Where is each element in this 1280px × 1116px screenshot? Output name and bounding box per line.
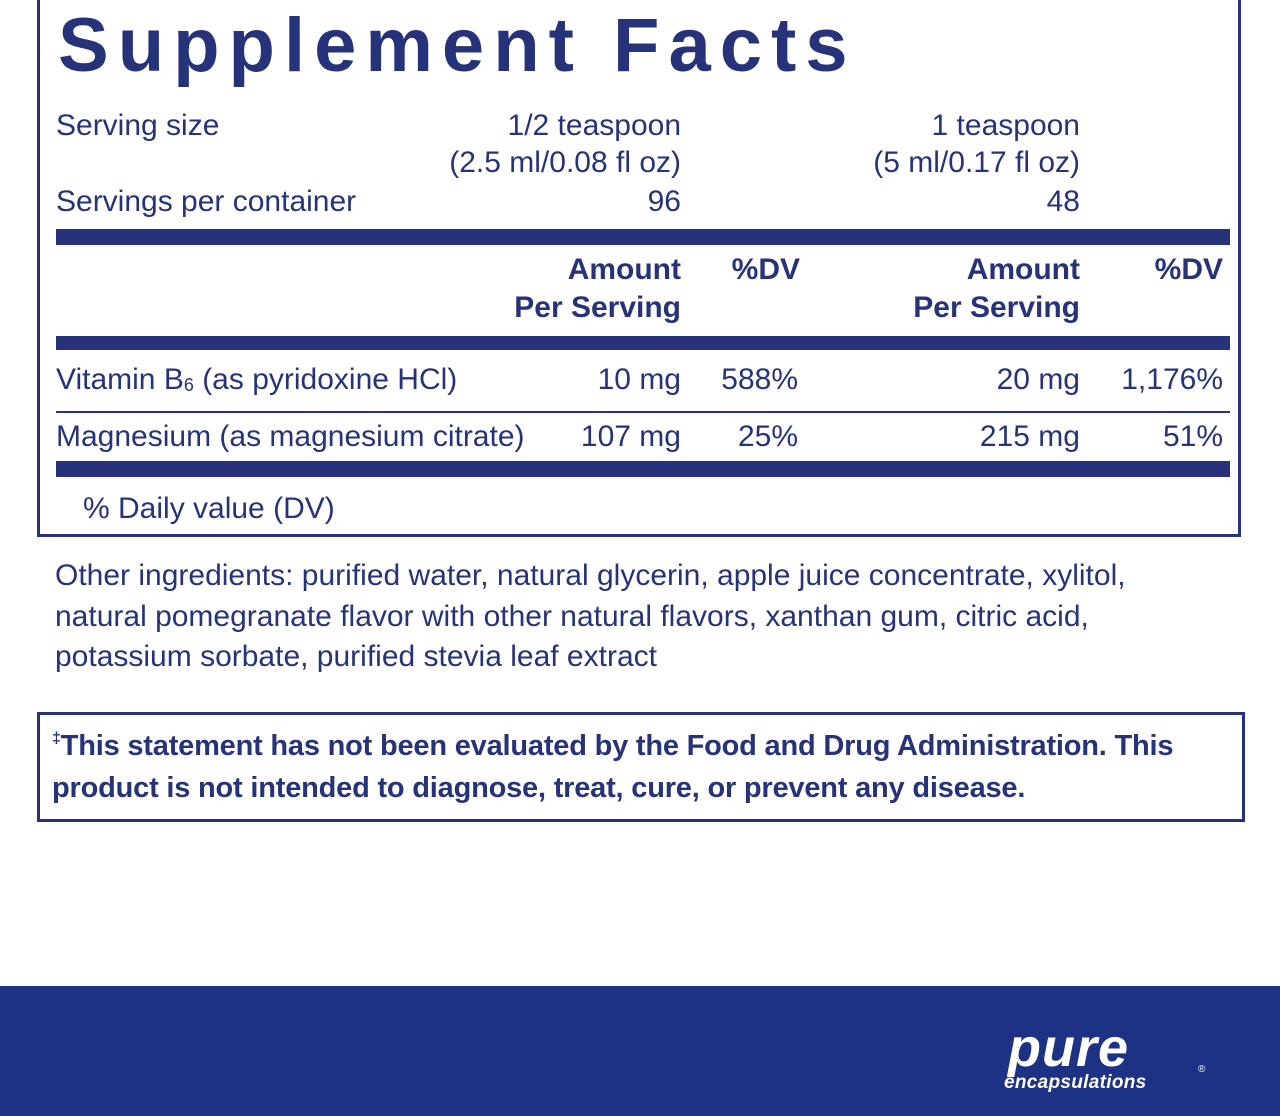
- serving-size-col1-line1: 1/2 teaspoon: [507, 109, 681, 142]
- supplement-facts-panel: Supplement Facts Serving size 1/2 teaspo…: [37, 0, 1241, 537]
- thick-divider: [56, 229, 1230, 245]
- ingredients-line: natural pomegranate flavor with other na…: [55, 599, 1089, 633]
- amount-header-col2-line1: Amount: [966, 253, 1080, 286]
- brand-name: pure: [1006, 1018, 1129, 1078]
- amount-header-col1-line2: Per Serving: [514, 291, 681, 324]
- panel-title: Supplement Facts: [58, 3, 857, 88]
- brand-tagline: encapsulations: [1004, 1072, 1147, 1093]
- serving-size-label: Serving size: [56, 109, 220, 142]
- servings-per-container-col1: 96: [647, 185, 681, 218]
- nutrient-name-prefix: Vitamin B: [56, 363, 184, 396]
- fda-disclaimer-text: ‡This statement has not been evaluated b…: [52, 725, 1242, 809]
- amount-header-col2-line2: Per Serving: [913, 291, 1080, 324]
- nutrient-name-subscript: 6: [183, 375, 194, 395]
- serving-size-col1-line2: (2.5 ml/0.08 fl oz): [449, 146, 681, 179]
- servings-per-container-col2: 48: [1046, 185, 1080, 218]
- row-divider: [56, 411, 1230, 413]
- daily-value-footnote: % Daily value (DV): [83, 492, 335, 525]
- nutrient-dv-col1: 588%: [721, 363, 798, 396]
- nutrient-dv-col1: 25%: [737, 420, 798, 453]
- fda-disclaimer-box: ‡This statement has not been evaluated b…: [37, 712, 1245, 822]
- nutrient-amount-col2: 20 mg: [996, 363, 1080, 396]
- pure-encapsulations-logo: pure ® encapsulations: [1004, 1018, 1206, 1093]
- amount-header-col1-line1: Amount: [567, 253, 681, 286]
- disclaimer-line: ‡This statement has not been evaluated b…: [52, 725, 1242, 767]
- nutrient-name-prefix: Magnesium (as magnesium citrate): [56, 420, 525, 453]
- thick-divider-bottom: [56, 461, 1230, 477]
- brand-footer: pure ® encapsulations: [0, 986, 1280, 1116]
- ingredients-line: Other ingredients: purified water, natur…: [55, 559, 1126, 592]
- disclaimer-line2: product is not intended to diagnose, tre…: [52, 772, 1026, 804]
- nutrient-row-name: Vitamin B6 (as pyridoxine HCl): [56, 362, 457, 398]
- nutrient-amount-col1: 107 mg: [580, 420, 681, 453]
- nutrient-amount-col1: 10 mg: [597, 363, 681, 396]
- nutrient-amount-col2: 215 mg: [979, 420, 1080, 453]
- ingredients-line: potassium sorbate, purified stevia leaf …: [55, 640, 657, 673]
- dv-header-col1: %DV: [731, 253, 800, 286]
- nutrient-name-suffix: (as pyridoxine HCl): [193, 363, 458, 396]
- nutrient-dv-col2: 51%: [1162, 420, 1223, 453]
- serving-size-col2-line1: 1 teaspoon: [931, 109, 1080, 142]
- dv-header-col2: %DV: [1154, 253, 1223, 286]
- servings-per-container-label: Servings per container: [56, 185, 357, 218]
- disclaimer-line1: This statement has not been evaluated by…: [60, 730, 1174, 762]
- other-ingredients: Other ingredients: purified water, natur…: [55, 556, 1235, 678]
- nutrient-dv-col2: 1,176%: [1121, 363, 1223, 396]
- double-dagger-symbol: ‡: [52, 730, 61, 747]
- medium-divider: [56, 336, 1230, 350]
- registered-mark: ®: [1198, 1064, 1206, 1075]
- nutrient-row-name: Magnesium (as magnesium citrate): [56, 419, 525, 455]
- serving-size-col2-line2: (5 ml/0.17 fl oz): [873, 146, 1080, 179]
